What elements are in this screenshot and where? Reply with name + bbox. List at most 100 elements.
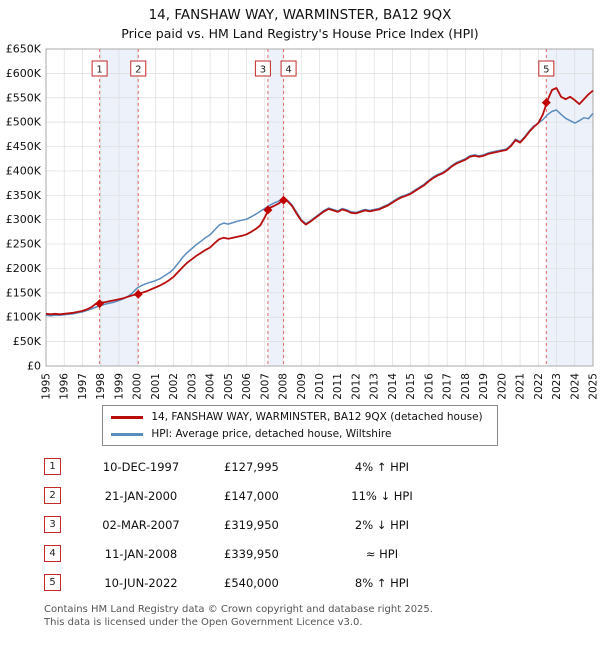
sale-number-badge: 5 (44, 574, 61, 591)
sale-date: 10-JUN-2022 (104, 575, 178, 590)
svg-text:2002: 2002 (168, 373, 180, 400)
sale-marker (263, 205, 273, 215)
sale-number-box (280, 60, 297, 77)
svg-text:2006: 2006 (241, 373, 253, 400)
svg-text:2005: 2005 (223, 373, 235, 400)
license-footer: Contains HM Land Registry data © Crown c… (44, 603, 600, 629)
svg-text:1997: 1997 (77, 373, 89, 400)
sale-date: 02-MAR-2007 (102, 517, 180, 532)
svg-text:2023: 2023 (551, 373, 563, 400)
sale-number-box (538, 60, 555, 77)
table-row: 5 10-JUN-2022 £540,000 8% ↑ HPI (44, 574, 600, 591)
sale-hpi-delta: 8% ↑ HPI (354, 575, 410, 590)
y-axis-labels: £0 £50K £100K £150K £200K £250K £300K £350K £400… (6, 43, 42, 373)
sale-date: 10-DEC-1997 (102, 459, 180, 474)
svg-text:£400K: £400K (6, 164, 42, 177)
price-history-chart: £0 £50K £100K £150K £200K £250K £300K £350K £400… (6, 43, 600, 400)
plot-border (45, 48, 594, 367)
sale-number-box (91, 60, 108, 77)
svg-text:2001: 2001 (150, 373, 162, 400)
svg-text:£300K: £300K (6, 213, 42, 226)
svg-text:2004: 2004 (205, 373, 217, 400)
footer-line-1: Contains HM Land Registry data © Crown c… (44, 604, 433, 615)
svg-text:£250K: £250K (6, 238, 42, 251)
svg-text:£150K: £150K (6, 286, 42, 299)
sale-hpi-delta: ≈ HPI (365, 546, 399, 561)
svg-text:2013: 2013 (369, 373, 381, 400)
sale-number-badge: 1 (44, 458, 61, 475)
sale-date-lines (99, 49, 547, 366)
sale-number-box (254, 60, 271, 77)
svg-text:2020: 2020 (496, 373, 508, 400)
svg-text:2012: 2012 (350, 373, 362, 400)
svg-text:2018: 2018 (460, 373, 472, 400)
svg-text:£100K: £100K (6, 311, 42, 324)
legend-label-hpi: HPI: Average price, detached house, Wilt… (151, 428, 392, 440)
svg-text:£650K: £650K (6, 43, 42, 56)
svg-text:2011: 2011 (332, 373, 344, 400)
svg-text:2024: 2024 (569, 373, 581, 400)
svg-text:1: 1 (96, 65, 102, 76)
sale-price: £319,950 (224, 517, 279, 532)
svg-text:2014: 2014 (387, 373, 399, 400)
svg-text:1998: 1998 (95, 373, 107, 400)
sale-hpi-delta: 11% ↓ HPI (351, 488, 413, 503)
svg-text:2003: 2003 (186, 373, 198, 400)
sale-number-badge: 2 (44, 487, 61, 504)
svg-text:2009: 2009 (296, 373, 308, 400)
sale-date: 11-JAN-2008 (104, 546, 178, 561)
svg-text:£600K: £600K (6, 67, 42, 80)
sale-price: £339,950 (224, 546, 279, 561)
svg-text:2: 2 (135, 65, 141, 76)
sale-price: £127,995 (224, 459, 279, 474)
svg-text:£350K: £350K (6, 189, 42, 202)
x-axis-labels: 1995 1996 1997 1998 1999 2000 2001 2002 2003 2004… (41, 373, 600, 400)
shaded-band (546, 49, 593, 366)
svg-text:2017: 2017 (442, 373, 454, 400)
svg-text:2010: 2010 (314, 373, 326, 400)
sale-price: £540,000 (224, 575, 279, 590)
svg-text:1996: 1996 (59, 373, 71, 400)
table-row: 4 11-JAN-2008 £339,950 ≈ HPI (44, 545, 600, 562)
sale-hpi-delta: 2% ↓ HPI (354, 517, 410, 532)
svg-text:5: 5 (543, 65, 549, 76)
svg-text:£200K: £200K (6, 262, 42, 275)
table-row: 3 02-MAR-2007 £319,950 2% ↓ HPI (44, 516, 600, 533)
svg-text:2007: 2007 (259, 373, 271, 400)
svg-text:2015: 2015 (405, 373, 417, 400)
svg-text:£450K: £450K (6, 140, 42, 153)
sale-number-boxes: 1 2 3 4 5 (91, 60, 555, 77)
legend-item-price-paid: 14, FANSHAW WAY, WARMINSTER, BA12 9QX (d… (111, 411, 483, 423)
sale-number-badge: 4 (44, 545, 61, 562)
svg-text:1995: 1995 (41, 373, 53, 400)
hpi-line-swatch (111, 432, 144, 436)
svg-text:£550K: £550K (6, 91, 42, 104)
sale-markers (95, 98, 551, 309)
page-title: 14, FANSHAW WAY, WARMINSTER, BA12 9QX (148, 7, 452, 23)
svg-text:2019: 2019 (478, 373, 490, 400)
svg-text:2021: 2021 (515, 373, 527, 400)
svg-text:£0: £0 (27, 360, 41, 373)
price-paid-line-swatch (111, 415, 144, 419)
sale-marker (133, 289, 143, 299)
table-row: 2 21-JAN-2000 £147,000 11% ↓ HPI (44, 487, 600, 504)
svg-text:4: 4 (285, 65, 291, 76)
sale-marker (541, 98, 551, 108)
transactions-table: 1 10-DEC-1997 £127,995 4% ↑ HPI 2 21-JAN… (44, 458, 600, 591)
svg-text:2025: 2025 (588, 373, 600, 400)
svg-text:2000: 2000 (132, 373, 144, 400)
legend-item-hpi: HPI: Average price, detached house, Wilt… (111, 428, 482, 440)
house-price-chart-page: 14, FANSHAW WAY, WARMINSTER, BA12 9QX Pr… (6, 7, 600, 629)
sale-hpi-delta: 4% ↑ HPI (354, 459, 410, 474)
sale-number-box (130, 60, 147, 77)
svg-text:2022: 2022 (533, 373, 545, 400)
footer-line-2: This data is licensed under the Open Gov… (44, 617, 363, 628)
shaded-band (267, 49, 284, 366)
sale-date: 21-JAN-2000 (104, 488, 178, 503)
sale-price: £147,000 (224, 488, 279, 503)
svg-text:3: 3 (260, 65, 266, 76)
sale-marker (279, 195, 289, 205)
chart-legend: 14, FANSHAW WAY, WARMINSTER, BA12 9QX (d… (102, 405, 498, 446)
svg-text:£50K: £50K (13, 335, 42, 348)
table-row: 1 10-DEC-1997 £127,995 4% ↑ HPI (44, 458, 600, 475)
